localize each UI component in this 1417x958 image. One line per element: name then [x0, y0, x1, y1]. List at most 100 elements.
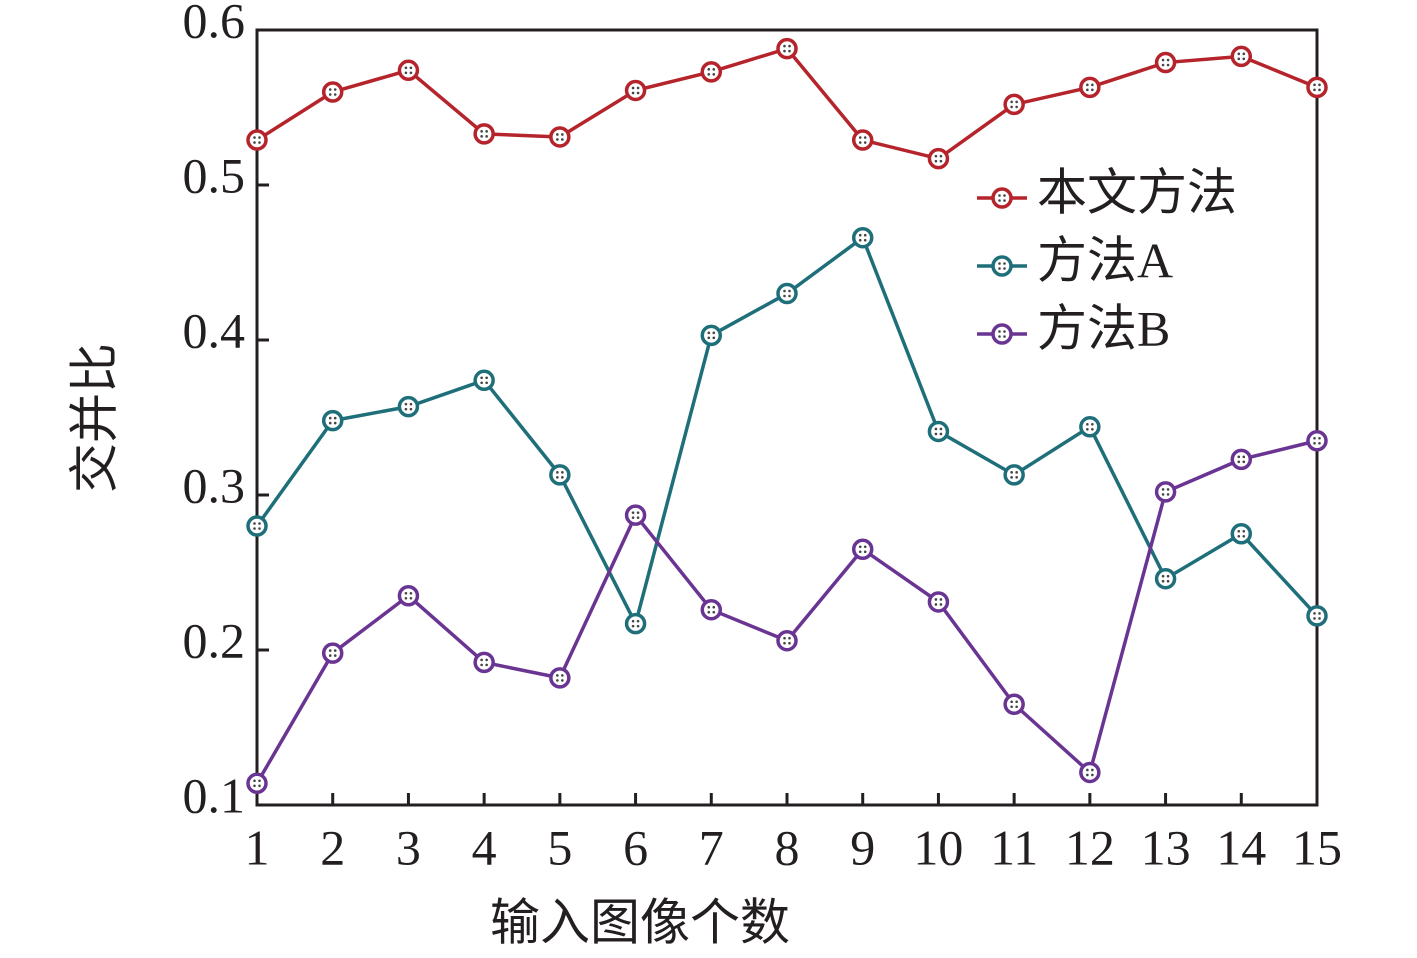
marker-dot: [863, 233, 867, 237]
marker-dot: [783, 44, 786, 48]
marker: [1079, 416, 1101, 438]
marker-dot: [1313, 612, 1316, 615]
marker: [1154, 567, 1177, 590]
x-tick-label: 14: [1216, 819, 1266, 875]
marker: [321, 642, 344, 664]
marker-dot: [707, 336, 711, 340]
marker: [549, 464, 571, 486]
marker-dot: [934, 427, 938, 431]
y-axis-label: 交并比: [66, 343, 122, 493]
marker-dot: [998, 335, 1001, 338]
marker-dot: [1237, 57, 1241, 61]
x-tick-label: 1: [245, 819, 270, 875]
marker: [1003, 93, 1025, 116]
marker-dot: [631, 86, 635, 90]
marker-dot: [258, 522, 261, 525]
marker-dot: [858, 550, 862, 554]
marker-dot: [1091, 423, 1094, 426]
marker: [991, 187, 1013, 209]
marker-dot: [1010, 700, 1013, 704]
marker-dot: [1010, 100, 1013, 104]
marker-dot: [1313, 83, 1316, 87]
y-tick-label: 0.3: [183, 457, 246, 513]
marker-dot: [863, 545, 867, 549]
marker-dot: [404, 66, 408, 70]
y-tick-label: 0.6: [183, 0, 246, 48]
marker-dot: [556, 679, 559, 682]
marker-dot: [783, 636, 786, 640]
marker-dot: [258, 784, 261, 788]
x-tick-label: 12: [1065, 819, 1115, 875]
marker-dot: [858, 545, 862, 549]
x-tick-label: 11: [990, 819, 1038, 875]
marker-dot: [561, 138, 564, 141]
marker-dot: [788, 49, 791, 53]
marker-dot: [328, 654, 332, 657]
marker-dot: [863, 550, 867, 554]
marker-dot: [788, 44, 791, 48]
marker-dot: [561, 133, 564, 136]
marker-dot: [707, 68, 711, 71]
marker-dot: [328, 421, 332, 425]
marker-dot: [1161, 58, 1165, 62]
marker-dot: [1242, 52, 1246, 56]
marker-dot: [863, 141, 867, 144]
marker-dot: [1313, 88, 1316, 92]
marker: [1079, 76, 1101, 99]
x-axis-label: 输入图像个数: [490, 894, 790, 950]
marker-dot: [404, 591, 408, 595]
marker-dot: [636, 619, 640, 623]
marker-dot: [1010, 705, 1013, 709]
marker-dot: [480, 135, 483, 138]
plot-frame: [255, 28, 1319, 807]
marker-dot: [333, 654, 337, 657]
marker-dot: [1015, 471, 1018, 474]
marker-dot: [712, 610, 716, 614]
x-tick-label: 5: [547, 819, 572, 875]
marker-dot: [404, 402, 408, 406]
marker-dot: [939, 154, 943, 158]
marker-dot: [1161, 579, 1165, 583]
marker-dot: [1010, 471, 1013, 474]
marker-dot: [863, 238, 867, 242]
marker-dot: [939, 159, 943, 163]
marker-dot: [1318, 612, 1321, 615]
marker: [1003, 464, 1025, 486]
marker: [473, 123, 495, 145]
marker: [991, 323, 1013, 345]
marker: [1306, 605, 1328, 627]
marker: [246, 515, 268, 537]
marker-dot: [1237, 460, 1241, 464]
marker-dot: [998, 330, 1001, 333]
marker-dot: [1015, 705, 1018, 709]
marker: [321, 409, 344, 432]
marker: [851, 129, 874, 151]
marker-dot: [712, 336, 716, 340]
y-tick-label: 0.5: [183, 147, 246, 203]
marker-dot: [480, 381, 483, 385]
marker-dot: [1313, 617, 1316, 620]
marker: [1154, 51, 1177, 74]
marker-dot: [631, 516, 635, 519]
marker-dot: [1003, 267, 1006, 270]
x-tick-label: 8: [775, 819, 800, 875]
x-tick-label: 15: [1292, 819, 1342, 875]
marker: [776, 629, 798, 652]
marker-dot: [409, 591, 413, 595]
marker: [1230, 448, 1253, 471]
marker-dot: [409, 66, 413, 70]
marker-dot: [707, 331, 711, 335]
y-tick-label: 0.1: [183, 767, 246, 823]
y-tick-label: 0.4: [183, 302, 246, 358]
legend-label: 方法A: [1037, 232, 1173, 288]
marker: [549, 667, 571, 689]
marker: [624, 504, 647, 526]
marker-dot: [1003, 262, 1006, 265]
marker-dot: [409, 402, 413, 406]
marker-dot: [858, 233, 862, 237]
marker-dot: [712, 68, 716, 71]
marker-dot: [1318, 617, 1321, 620]
marker-dot: [707, 605, 711, 609]
marker-dot: [333, 88, 337, 91]
